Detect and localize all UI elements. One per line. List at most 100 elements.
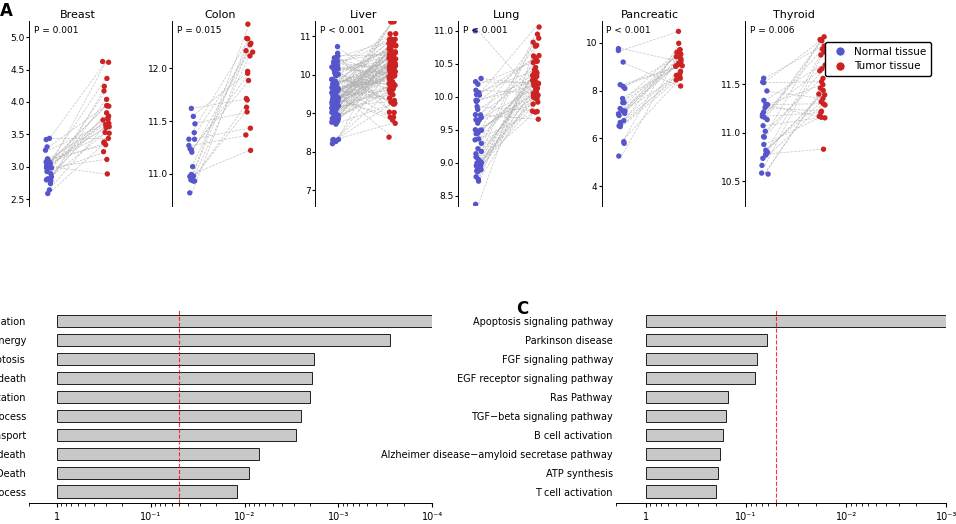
Point	[385, 17, 401, 26]
Point	[529, 68, 544, 76]
Point	[239, 34, 254, 42]
Point	[526, 52, 541, 60]
Point	[615, 99, 630, 107]
Point	[328, 116, 343, 124]
Point	[327, 111, 342, 119]
Point	[42, 185, 57, 194]
Point	[98, 140, 114, 149]
Point	[331, 114, 346, 123]
Point	[386, 99, 402, 107]
Point	[327, 68, 342, 76]
Point	[240, 20, 255, 28]
Point	[817, 114, 833, 122]
Point	[324, 98, 339, 106]
Point	[326, 59, 341, 67]
Point	[381, 53, 397, 62]
Point	[39, 161, 54, 170]
Point	[613, 118, 628, 127]
Point	[613, 81, 628, 89]
Point	[381, 66, 397, 74]
Point	[383, 63, 399, 71]
Point	[96, 147, 111, 156]
Point	[184, 176, 199, 184]
Point	[673, 82, 688, 90]
Point	[386, 41, 402, 49]
Bar	[646, 410, 726, 422]
Point	[239, 94, 254, 103]
Point	[611, 110, 626, 118]
Point	[383, 69, 399, 77]
Point	[329, 98, 344, 106]
Point	[330, 86, 345, 94]
Point	[382, 67, 398, 75]
Bar	[646, 429, 723, 441]
Point	[387, 71, 402, 80]
Point	[101, 112, 117, 121]
Point	[813, 84, 828, 92]
Point	[184, 104, 199, 113]
Point	[325, 108, 340, 117]
Text: C: C	[516, 300, 529, 318]
Point	[186, 135, 202, 144]
Point	[467, 27, 483, 35]
Point	[531, 91, 546, 100]
Point	[382, 55, 398, 63]
Point	[386, 96, 402, 105]
Point	[814, 97, 829, 106]
Point	[185, 162, 201, 171]
Bar	[57, 372, 313, 384]
Point	[325, 136, 340, 144]
Point	[329, 72, 344, 80]
Point	[39, 167, 54, 176]
Point	[330, 42, 345, 51]
Bar	[646, 353, 757, 365]
Point	[673, 67, 688, 75]
Title: Pancreatic: Pancreatic	[621, 10, 680, 20]
Point	[473, 160, 489, 169]
Bar	[57, 486, 237, 498]
Point	[330, 84, 345, 93]
Point	[381, 35, 397, 43]
Point	[99, 74, 115, 83]
Point	[388, 68, 403, 76]
Point	[532, 23, 547, 31]
Point	[39, 176, 54, 184]
Point	[527, 67, 542, 75]
Text: P < 0.001: P < 0.001	[464, 27, 508, 36]
Point	[474, 147, 489, 156]
Point	[814, 78, 829, 86]
Point	[97, 86, 112, 95]
Point	[758, 151, 773, 159]
Point	[382, 89, 398, 97]
Point	[759, 149, 774, 157]
Point	[327, 89, 342, 97]
Point	[383, 98, 399, 106]
Point	[381, 74, 397, 82]
Text: P = 0.001: P = 0.001	[33, 27, 78, 36]
Point	[38, 135, 54, 144]
Point	[97, 138, 112, 147]
Point	[327, 69, 342, 78]
Point	[330, 61, 345, 70]
Point	[325, 86, 340, 94]
Point	[756, 79, 771, 87]
Point	[325, 92, 340, 100]
Point	[530, 56, 545, 64]
Point	[241, 77, 256, 85]
Point	[327, 89, 342, 97]
Point	[381, 94, 397, 102]
Point	[381, 51, 397, 59]
Point	[611, 152, 626, 160]
Point	[385, 85, 401, 93]
Point	[529, 81, 544, 90]
Point	[527, 53, 542, 62]
Point	[385, 85, 401, 93]
Point	[528, 94, 543, 103]
Point	[812, 67, 827, 75]
Point	[386, 56, 402, 64]
Point	[531, 79, 546, 88]
Point	[468, 161, 484, 170]
Point	[755, 78, 771, 86]
Point	[467, 200, 483, 209]
Point	[470, 175, 486, 183]
